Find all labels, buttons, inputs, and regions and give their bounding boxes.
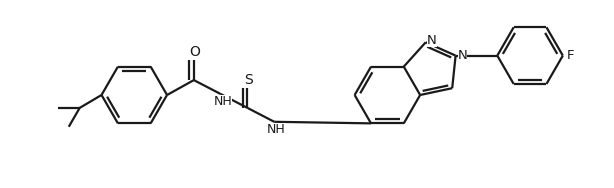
Text: N: N bbox=[427, 34, 437, 47]
Text: NH: NH bbox=[267, 123, 286, 136]
Text: N: N bbox=[457, 49, 467, 62]
Text: NH: NH bbox=[213, 96, 232, 108]
Text: F: F bbox=[567, 49, 575, 62]
Text: O: O bbox=[189, 45, 200, 59]
Text: S: S bbox=[244, 73, 253, 87]
